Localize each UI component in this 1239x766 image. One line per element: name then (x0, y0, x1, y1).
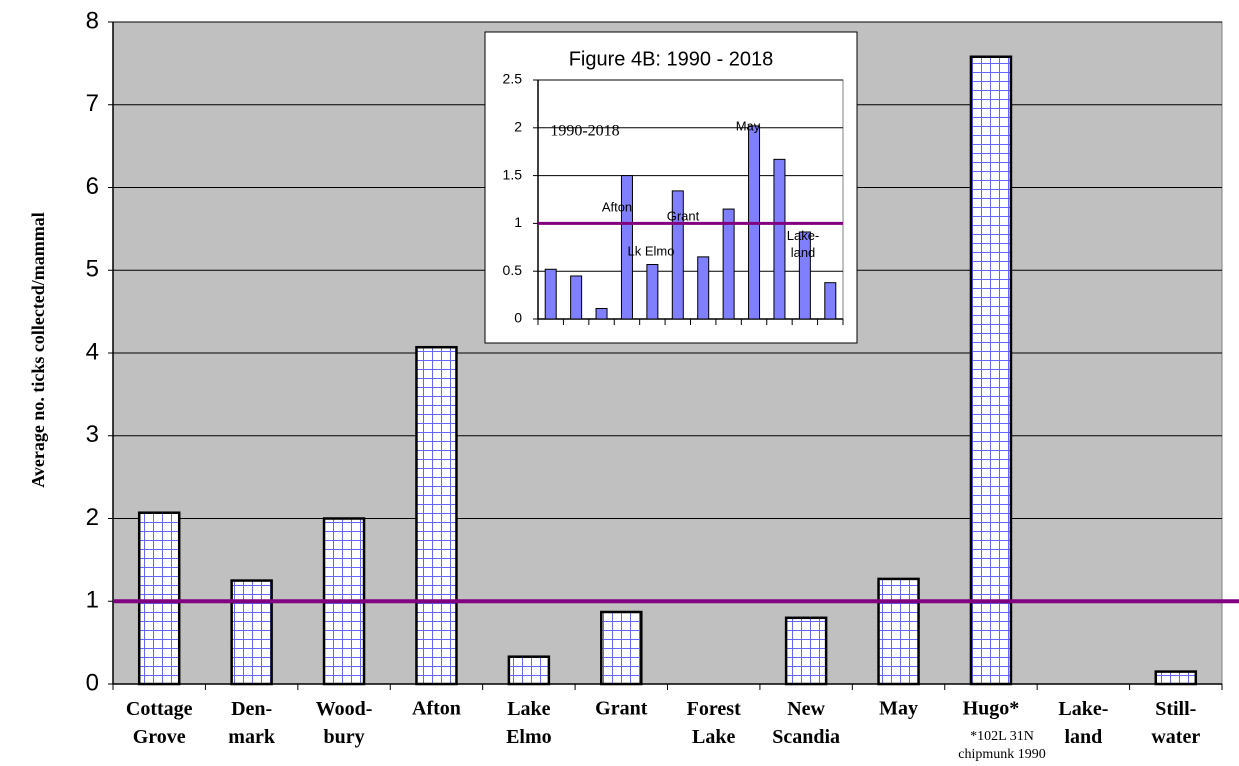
x-tick-label: Lake Elmo (506, 698, 552, 748)
bar (877, 577, 920, 686)
annotation: 1990-2018 (550, 123, 619, 140)
x-tick-label: Wood-bury (316, 698, 373, 748)
y-tick-label: 0 (514, 310, 522, 326)
y-tick-label: 8 (86, 7, 99, 34)
x-tick-label: Den-mark (228, 698, 276, 748)
y-tick-label: 5 (86, 256, 99, 283)
y-axis-label: Average no. ticks collected/mammal (28, 212, 48, 488)
bar (722, 208, 735, 320)
bar (137, 511, 181, 686)
bar (671, 190, 684, 320)
bar (773, 158, 786, 320)
bar (507, 655, 551, 686)
x-tick-label: Grant (595, 698, 648, 720)
bar (798, 231, 811, 320)
bar (544, 268, 557, 320)
x-tick-label: Hugo* (963, 698, 1020, 720)
bar (1154, 670, 1198, 686)
x-tick-label: Forest Lake (687, 698, 741, 748)
y-tick-label: 1 (86, 587, 99, 614)
bar (600, 610, 643, 686)
annotation: Grant (667, 208, 700, 223)
bar (824, 282, 837, 320)
bar (595, 307, 608, 320)
y-tick-label: 7 (86, 90, 99, 117)
y-tick-label: 4 (86, 338, 99, 365)
y-tick-label: 2 (514, 119, 522, 135)
y-tick-label: 0.5 (503, 262, 523, 278)
x-tick-label: Cottage Grove (126, 698, 193, 748)
x-tick-label: New Scandia (772, 698, 840, 748)
bar (969, 55, 1013, 686)
y-tick-label: 1 (514, 214, 522, 230)
bar (697, 256, 710, 320)
annotation: Lk Elmo (628, 243, 675, 258)
x-tick-label: Lake-land (1058, 698, 1108, 748)
bar (415, 345, 458, 686)
y-tick-label: 6 (86, 173, 99, 200)
x-tick-label: Still-water (1151, 698, 1200, 748)
plot-area (537, 79, 844, 320)
annotation: *102L 31N chipmunk 1990 (958, 729, 1046, 762)
bar (570, 275, 583, 320)
chart-title: Figure 4B: 1990 - 2018 (569, 48, 774, 70)
bar (784, 616, 828, 686)
bar (646, 264, 659, 320)
y-tick-label: 2.5 (503, 71, 523, 87)
y-tick-label: 0 (86, 669, 99, 696)
x-tick-label: Afton (412, 698, 461, 720)
y-tick-label: 2 (86, 504, 99, 531)
bar (230, 579, 273, 686)
y-tick-label: 1.5 (503, 166, 523, 182)
annotation: Afton (602, 199, 632, 214)
y-tick-label: 3 (86, 421, 99, 448)
annotation: May (736, 118, 761, 133)
bar (620, 175, 633, 320)
annotation: Lake-land (787, 228, 820, 260)
x-tick-label: May (879, 698, 918, 720)
